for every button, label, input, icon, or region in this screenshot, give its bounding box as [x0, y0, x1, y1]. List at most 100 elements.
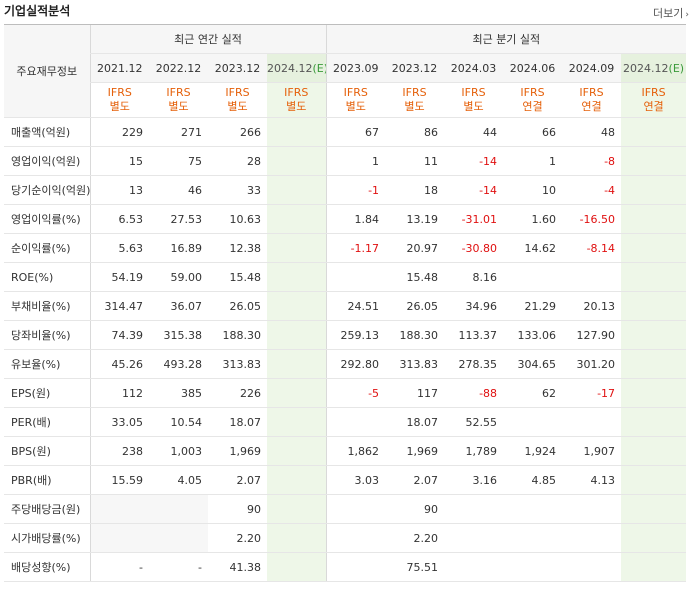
- standard-header: IFRS 연결: [562, 82, 622, 118]
- table-cell: -8: [562, 146, 622, 176]
- row-header-label: 주요재무정보: [4, 24, 90, 118]
- table-cell: [503, 262, 563, 292]
- table-cell: [444, 523, 504, 553]
- table-cell: 13: [89, 175, 149, 205]
- table-row: 부채비율(%) 314.47 36.07 26.05 24.51 26.05 34.96 21…: [4, 291, 687, 321]
- table-cell: -8.14: [562, 233, 622, 263]
- table-cell: 67: [325, 117, 386, 147]
- row-label: 유보율(%): [4, 349, 90, 379]
- table-cell: 46: [149, 175, 208, 205]
- table-cell: -88: [444, 378, 504, 408]
- table-cell: 59.00: [149, 262, 208, 292]
- period-label: 2023.12: [214, 61, 261, 75]
- period-label: 2024.12: [267, 61, 313, 75]
- table-cell: 1,789: [444, 436, 504, 466]
- row-label: 부채비율(%): [4, 291, 90, 321]
- table-cell: [444, 552, 504, 582]
- standard-name: IFRS: [461, 86, 486, 99]
- standard-header: IFRS 별도: [325, 82, 386, 118]
- period-label: 2023.12: [391, 61, 438, 75]
- table-cell: 11: [385, 146, 445, 176]
- table-cell: [325, 262, 386, 292]
- standard-scope: 별도: [463, 100, 484, 113]
- table-cell: 4.85: [503, 465, 563, 495]
- period-header: 2023.09: [325, 53, 386, 83]
- table-cell: 28: [208, 146, 267, 176]
- table-cell: 18.07: [208, 407, 267, 437]
- estimate-marker: (E): [312, 61, 327, 75]
- table-row: 유보율(%) 45.26 493.28 313.83 292.80 313.83 278.3…: [4, 349, 687, 379]
- standard-header: IFRS 별도: [149, 82, 208, 118]
- table-cell: 54.19: [89, 262, 149, 292]
- table-cell: 90: [208, 494, 267, 524]
- table-row: PBR(배) 15.59 4.05 2.07 3.03 2.07 3.16 4.85 4.13: [4, 465, 687, 495]
- table-cell: 15.59: [89, 465, 149, 495]
- table-cell: 5.63: [89, 233, 149, 263]
- table-row: 주당배당금(원) 90 90: [4, 494, 687, 524]
- table-cell: 18: [385, 175, 445, 205]
- table-cell: [267, 117, 327, 147]
- table-cell: [89, 523, 149, 553]
- section-header: 기업실적분석 더보기 ›: [0, 0, 699, 22]
- table-cell: 2.07: [385, 465, 445, 495]
- table-cell: [562, 262, 622, 292]
- table-cell: -1.17: [325, 233, 386, 263]
- group-annual-header: 최근 연간 실적: [89, 24, 327, 54]
- table-cell: [267, 175, 327, 205]
- table-cell: [562, 552, 622, 582]
- period-header: 2024.09: [562, 53, 622, 83]
- more-link[interactable]: 더보기 ›: [653, 5, 689, 21]
- standard-name: IFRS: [284, 86, 309, 99]
- table-cell: 4.13: [562, 465, 622, 495]
- table-cell: -31.01: [444, 204, 504, 234]
- row-label: 시가배당률(%): [4, 523, 90, 553]
- table-cell: 6.53: [89, 204, 149, 234]
- table-cell: [89, 494, 149, 524]
- table-cell: 1: [325, 146, 386, 176]
- table-cell: [503, 523, 563, 553]
- table-cell: 20.13: [562, 291, 622, 321]
- standard-header: IFRS 별도: [89, 82, 149, 118]
- table-cell: 1,924: [503, 436, 563, 466]
- row-label: 당기순이익(억원): [4, 175, 90, 205]
- header-standard-row: IFRS 별도 IFRS 별도 IFRS 별도 IFRS 별도 IFRS 별도 IFRS 별도 IFRS…: [4, 82, 687, 118]
- table-row: ROE(%) 54.19 59.00 15.48 15.48 8.16: [4, 262, 687, 292]
- table-cell: -5: [325, 378, 386, 408]
- table-cell: 2.20: [385, 523, 445, 553]
- table-cell: 10.63: [208, 204, 267, 234]
- table-cell: 27.53: [149, 204, 208, 234]
- table-cell: -14: [444, 146, 504, 176]
- table-cell: 188.30: [208, 320, 267, 350]
- standard-name: IFRS: [107, 86, 132, 99]
- table-cell: 14.62: [503, 233, 563, 263]
- period-label: 2024.03: [450, 61, 497, 75]
- table-cell: 18.07: [385, 407, 445, 437]
- standard-name: IFRS: [520, 86, 545, 99]
- standard-scope: 별도: [286, 100, 307, 113]
- row-label: 매출액(억원): [4, 117, 90, 147]
- table-cell: 259.13: [325, 320, 386, 350]
- table-cell: 3.16: [444, 465, 504, 495]
- table-cell: [325, 494, 386, 524]
- table-cell: [621, 552, 687, 582]
- table-cell: [503, 552, 563, 582]
- table-cell: 45.26: [89, 349, 149, 379]
- standard-header: IFRS 별도: [385, 82, 445, 118]
- table-cell: [267, 523, 327, 553]
- table-cell: 15: [89, 146, 149, 176]
- table-cell: -: [149, 552, 208, 582]
- table-cell: [503, 494, 563, 524]
- table-cell: 13.19: [385, 204, 445, 234]
- period-label: 2022.12: [155, 61, 202, 75]
- table-cell: [621, 320, 687, 350]
- standard-scope: 연결: [643, 100, 664, 113]
- table-cell: 34.96: [444, 291, 504, 321]
- row-label: BPS(원): [4, 436, 90, 466]
- table-cell: 493.28: [149, 349, 208, 379]
- table-cell: 278.35: [444, 349, 504, 379]
- table-cell: 313.83: [385, 349, 445, 379]
- table-cell: 1: [503, 146, 563, 176]
- table-cell: [621, 291, 687, 321]
- table-cell: 314.47: [89, 291, 149, 321]
- table-cell: [267, 378, 327, 408]
